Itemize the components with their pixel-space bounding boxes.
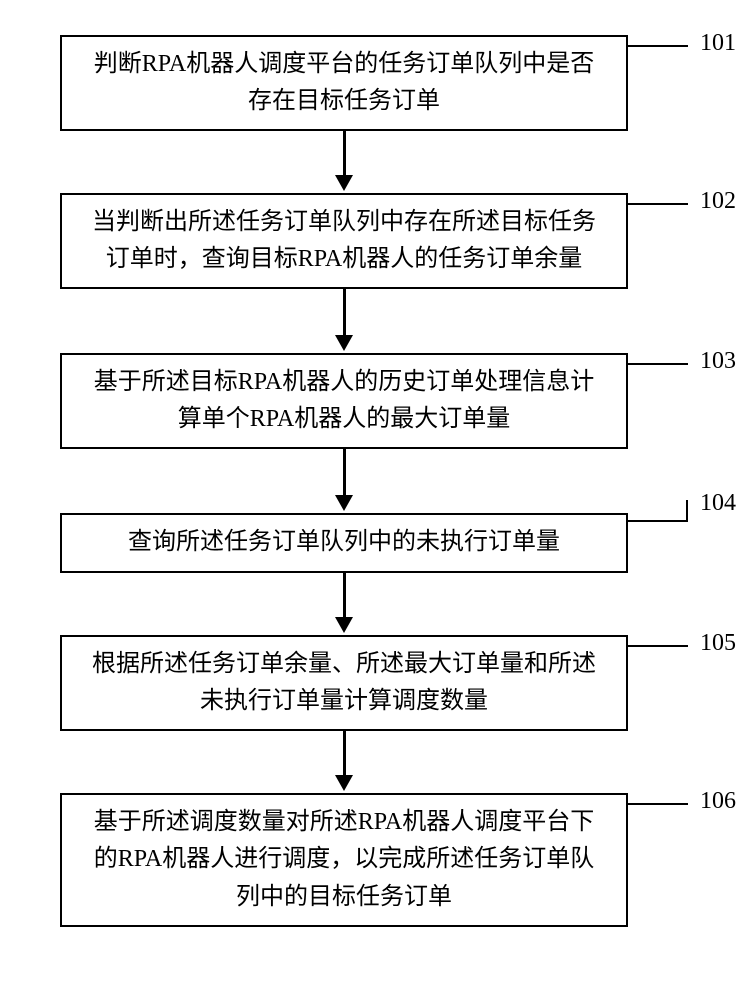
flow-node-n6: 基于所述调度数量对所述RPA机器人调度平台下的RPA机器人进行调度，以完成所述任… — [60, 793, 628, 927]
arrow-head-icon — [335, 775, 353, 791]
step-label-l5: 105 — [700, 630, 736, 657]
flow-node-text: 判断RPA机器人调度平台的任务订单队列中是否存在目标任务订单 — [82, 46, 606, 120]
arrow-shaft — [343, 731, 346, 777]
step-label-l6: 106 — [700, 788, 736, 815]
arrow-shaft — [343, 573, 346, 619]
arrow-shaft — [343, 449, 346, 497]
flow-node-text: 查询所述任务订单队列中的未执行订单量 — [128, 524, 560, 561]
step-label-l4: 104 — [700, 490, 736, 517]
lead-line — [686, 500, 688, 522]
flow-node-text: 当判断出所述任务订单队列中存在所述目标任务订单时，查询目标RPA机器人的任务订单… — [82, 204, 606, 278]
flow-node-n3: 基于所述目标RPA机器人的历史订单处理信息计算单个RPA机器人的最大订单量 — [60, 353, 628, 449]
flow-node-text: 基于所述目标RPA机器人的历史订单处理信息计算单个RPA机器人的最大订单量 — [82, 364, 606, 438]
flow-node-n4: 查询所述任务订单队列中的未执行订单量 — [60, 513, 628, 573]
flow-node-text: 基于所述调度数量对所述RPA机器人调度平台下的RPA机器人进行调度，以完成所述任… — [82, 804, 606, 916]
flow-node-n5: 根据所述任务订单余量、所述最大订单量和所述未执行订单量计算调度数量 — [60, 635, 628, 731]
arrow-head-icon — [335, 495, 353, 511]
step-label-l2: 102 — [700, 188, 736, 215]
lead-line — [628, 645, 688, 647]
lead-line — [628, 203, 688, 205]
arrow-shaft — [343, 131, 346, 177]
flow-node-n1: 判断RPA机器人调度平台的任务订单队列中是否存在目标任务订单 — [60, 35, 628, 131]
arrow-head-icon — [335, 335, 353, 351]
step-label-l3: 103 — [700, 348, 736, 375]
lead-line — [628, 520, 688, 522]
lead-line — [628, 363, 688, 365]
lead-line — [628, 803, 688, 805]
arrow-head-icon — [335, 617, 353, 633]
flow-node-text: 根据所述任务订单余量、所述最大订单量和所述未执行订单量计算调度数量 — [82, 646, 606, 720]
step-label-l1: 101 — [700, 30, 736, 57]
arrow-shaft — [343, 289, 346, 337]
flowchart-canvas: 判断RPA机器人调度平台的任务订单队列中是否存在目标任务订单当判断出所述任务订单… — [0, 0, 755, 1000]
arrow-head-icon — [335, 175, 353, 191]
flow-node-n2: 当判断出所述任务订单队列中存在所述目标任务订单时，查询目标RPA机器人的任务订单… — [60, 193, 628, 289]
lead-line — [628, 45, 688, 47]
